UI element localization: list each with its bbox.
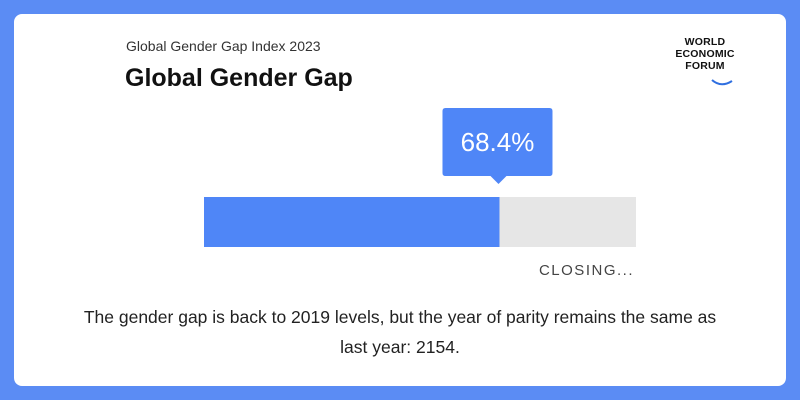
logo-line-world: WORLD bbox=[684, 36, 726, 48]
progress-chart: 68.4% CLOSING... bbox=[204, 108, 636, 279]
logo-line-forum: FORUM bbox=[685, 60, 725, 72]
status-label: CLOSING... bbox=[539, 262, 634, 279]
chart-subtitle: Global Gender Gap Index 2023 bbox=[126, 38, 321, 54]
value-callout bbox=[442, 108, 553, 184]
logo-arc-icon bbox=[711, 79, 733, 86]
logo-line-economic: ECONOMIC bbox=[675, 48, 735, 60]
chart-caption: The gender gap is back to 2019 levels, b… bbox=[83, 307, 717, 357]
infographic-card: Global Gender Gap Index 2023 Global Gend… bbox=[14, 14, 786, 386]
bar-fill bbox=[204, 197, 500, 247]
value-label: 68.4% bbox=[461, 127, 535, 157]
wef-logo: WORLD ECONOMIC FORUM bbox=[660, 36, 750, 100]
chart-title: Global Gender Gap bbox=[125, 64, 353, 92]
